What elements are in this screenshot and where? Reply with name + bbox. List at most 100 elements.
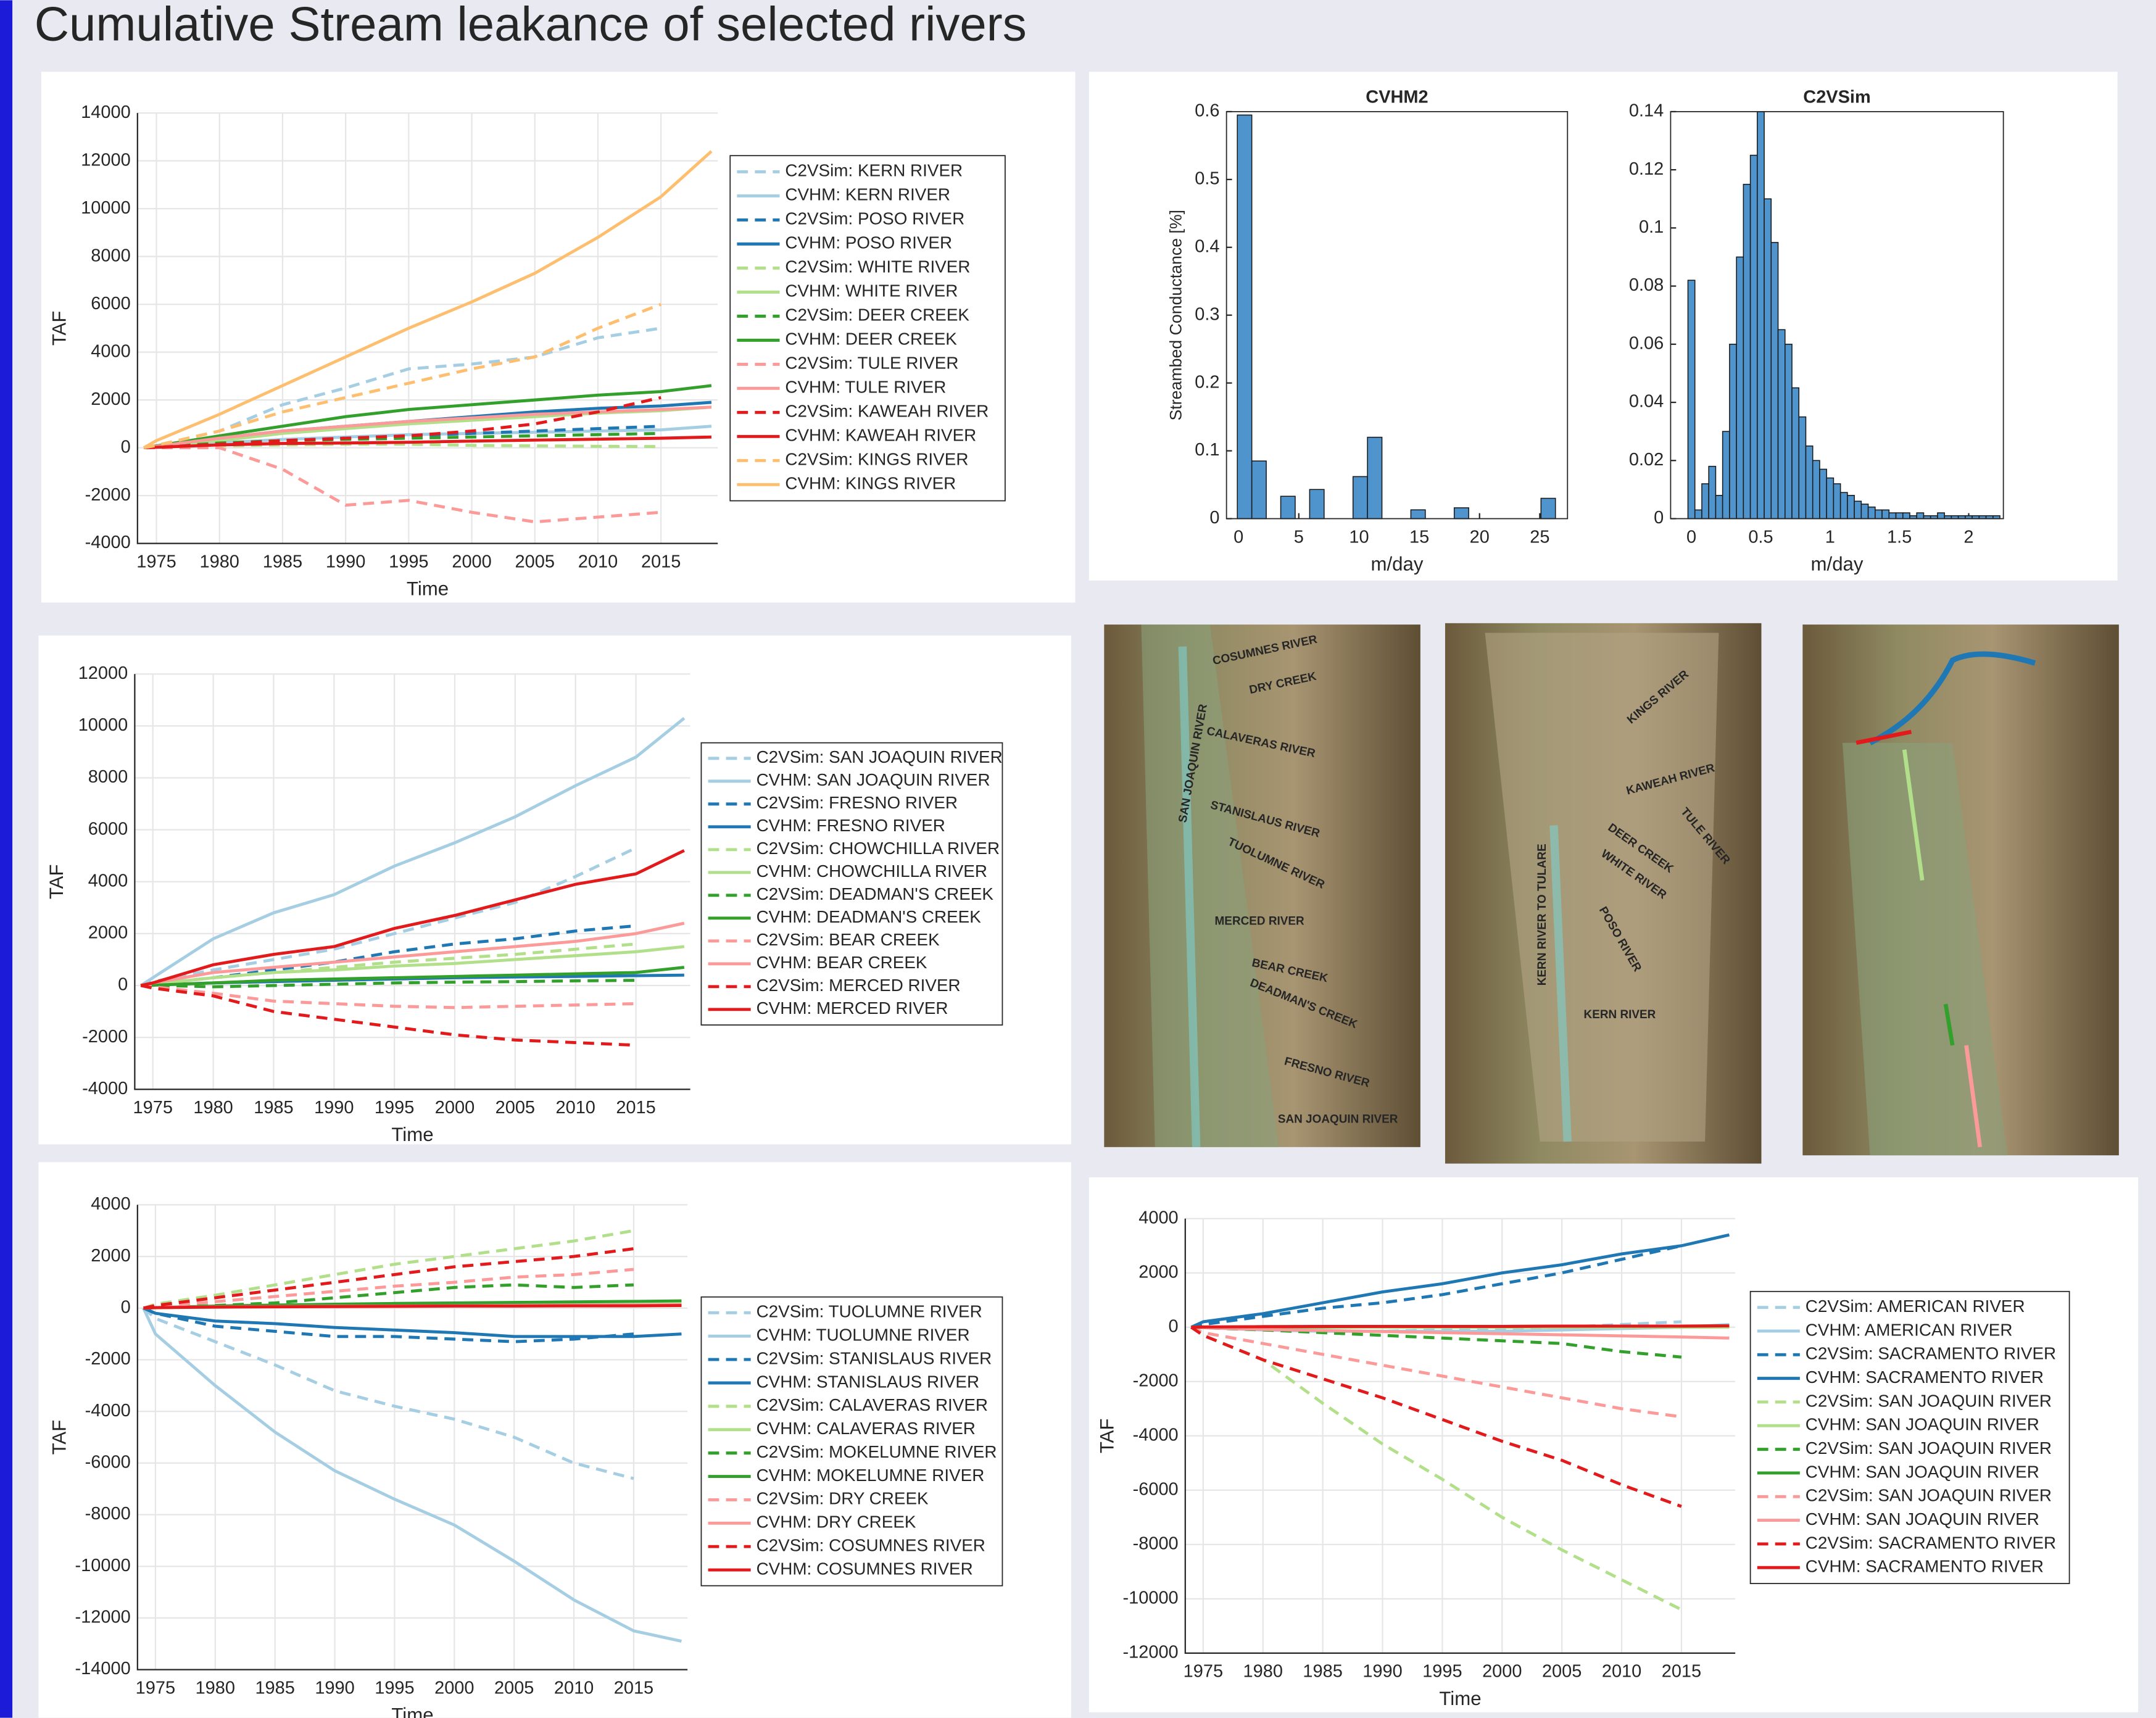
y-tick-label: 4000 <box>91 341 130 361</box>
y-axis-label: TAF <box>48 1420 70 1455</box>
y-tick-label: -4000 <box>85 533 131 552</box>
x-tick-label: 2000 <box>435 1098 475 1118</box>
y-tick-label: 0.04 <box>1629 392 1664 412</box>
histogram-bar <box>1237 115 1251 518</box>
x-tick-label: 2005 <box>1542 1662 1582 1682</box>
legend-label: C2VSim: SAN JOAQUIN RIVER <box>1806 1486 2052 1505</box>
histogram-bar <box>1785 344 1792 519</box>
y-tick-label: -6000 <box>85 1453 131 1472</box>
y-tick-label: 0.5 <box>1195 168 1219 188</box>
legend-label: CVHM: AMERICAN RIVER <box>1806 1320 2013 1339</box>
x-tick-label: 1985 <box>1303 1662 1342 1682</box>
x-tick-label: 20 <box>1470 527 1490 547</box>
y-tick-label: 0 <box>1654 508 1664 528</box>
accent-bar <box>0 0 12 1717</box>
legend-label: C2VSim: AMERICAN RIVER <box>1806 1297 2025 1316</box>
x-tick-label: 0 <box>1233 527 1243 547</box>
map-2 <box>1445 623 1762 1164</box>
x-tick-label: 1975 <box>136 552 176 571</box>
x-tick-label: 1980 <box>199 552 239 571</box>
x-tick-label: 5 <box>1294 527 1304 547</box>
histogram-bar <box>1709 467 1715 519</box>
histogram-bar <box>1771 243 1778 519</box>
y-tick-label: -10000 <box>1123 1588 1179 1608</box>
x-tick-label: 10 <box>1349 527 1369 547</box>
legend-label: C2VSim: STANISLAUS RIVER <box>757 1348 992 1367</box>
histogram-bar <box>1854 501 1861 518</box>
x-tick-label: 2000 <box>1482 1662 1522 1682</box>
x-tick-label: 0.5 <box>1748 527 1773 547</box>
x-axis-label: m/day <box>1811 553 1864 575</box>
y-tick-label: 0.12 <box>1629 159 1664 179</box>
x-tick-label: 25 <box>1530 527 1549 547</box>
x-tick-label: 1995 <box>375 1098 414 1118</box>
histogram-bar <box>1723 431 1730 518</box>
y-tick-label: 10000 <box>78 715 128 735</box>
y-tick-label: 14000 <box>81 102 131 122</box>
histogram-bar <box>1868 507 1875 519</box>
histogram-bar <box>1695 510 1702 518</box>
page: {"title":"Cumulative Stream leakance of … <box>0 0 2156 1718</box>
x-tick-label: 1995 <box>1422 1662 1462 1682</box>
legend-label: C2VSim: SAN JOAQUIN RIVER <box>1806 1391 2052 1410</box>
y-tick-label: 0 <box>121 437 131 457</box>
histogram-bar <box>1367 438 1382 519</box>
legend-label: C2VSim: SAN JOAQUIN RIVER <box>1806 1438 2052 1458</box>
x-tick-label: 1990 <box>1362 1662 1402 1682</box>
histogram-bar <box>1751 156 1757 519</box>
x-tick-label: 2 <box>1963 527 1973 547</box>
histogram-bar <box>1353 476 1367 518</box>
histogram-bar <box>1281 496 1295 518</box>
x-tick-label: 1990 <box>315 1678 354 1698</box>
legend-label: CVHM: SACRAMENTO RIVER <box>1806 1557 2044 1576</box>
y-tick-label: -2000 <box>85 485 131 505</box>
y-axis-label: Streambed Conductance [%] <box>1167 210 1185 421</box>
y-tick-label: 12000 <box>78 663 128 683</box>
histogram-bar <box>1764 199 1771 518</box>
y-tick-label: 0.6 <box>1195 101 1219 121</box>
x-axis-label: Time <box>391 1124 433 1145</box>
map-label: MERCED RIVER <box>1215 915 1305 927</box>
legend-label: C2VSim: FRESNO RIVER <box>757 793 958 812</box>
histogram-bar <box>1411 510 1425 518</box>
chart-title: C2VSim <box>1803 87 1870 107</box>
x-tick-label: 1985 <box>255 1678 294 1698</box>
legend-label: C2VSim: SACRAMENTO RIVER <box>1806 1344 2056 1363</box>
y-tick-label: 6000 <box>88 819 128 839</box>
x-tick-label: 2005 <box>495 1098 535 1118</box>
legend-label: C2VSim: COSUMNES RIVER <box>757 1536 985 1555</box>
y-tick-label: -6000 <box>1133 1479 1179 1499</box>
x-tick-label: 2015 <box>1662 1662 1701 1682</box>
legend-label: CVHM: BEAR CREEK <box>757 953 927 972</box>
y-tick-label: 0.08 <box>1629 275 1664 295</box>
x-tick-label: 1990 <box>326 552 365 571</box>
legend-label: CVHM: CHOWCHILLA RIVER <box>757 861 987 881</box>
legend-label: CVHM: SAN JOAQUIN RIVER <box>1806 1462 2039 1481</box>
x-tick-label: 2015 <box>641 552 681 571</box>
y-tick-label: -10000 <box>75 1556 131 1575</box>
legend-label: CVHM: KERN RIVER <box>785 185 950 204</box>
legend-label: C2VSim: KAWEAH RIVER <box>785 402 989 421</box>
histogram-bar <box>1792 388 1799 518</box>
y-tick-label: 12000 <box>81 150 131 170</box>
histogram-bar <box>1847 496 1854 519</box>
y-tick-label: -2000 <box>85 1349 131 1369</box>
legend-label: CVHM: KINGS RIVER <box>785 474 956 493</box>
legend-label: CVHM: DEER CREEK <box>785 330 957 349</box>
legend-label: CVHM: COSUMNES RIVER <box>757 1559 973 1578</box>
x-tick-label: 1980 <box>193 1098 233 1118</box>
histogram-bar <box>1778 330 1785 518</box>
histogram-bar <box>1806 446 1812 519</box>
histogram-bar <box>1938 513 1944 518</box>
y-axis-label: TAF <box>1096 1418 1117 1453</box>
y-tick-label: 2000 <box>88 923 128 943</box>
x-tick-label: 2000 <box>434 1678 474 1698</box>
x-tick-label: 1 <box>1825 527 1835 547</box>
y-tick-label: -8000 <box>1133 1533 1179 1553</box>
y-tick-label: 0.1 <box>1639 217 1664 237</box>
legend-label: C2VSim: BEAR CREEK <box>757 930 940 949</box>
histogram-bar <box>1903 513 1910 518</box>
legend-label: C2VSim: CHOWCHILLA RIVER <box>757 839 1000 858</box>
x-axis-label: Time <box>1439 1688 1481 1709</box>
legend-label: C2VSim: SACRAMENTO RIVER <box>1806 1533 2056 1552</box>
